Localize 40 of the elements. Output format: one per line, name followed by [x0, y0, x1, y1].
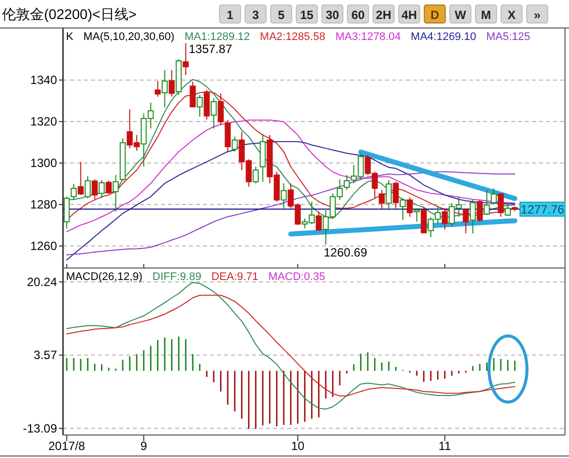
annotation: K [66, 31, 74, 43]
y-tick-label: 1280 [30, 198, 58, 212]
toolbar-button: 4H [398, 4, 420, 24]
toolbar-button: » [526, 4, 548, 24]
toolbar-button: 1 [219, 4, 241, 24]
text: MA5:125 [486, 31, 530, 43]
toolbar-button: 60 [347, 4, 369, 24]
ref-line-label: 1277.76 [520, 202, 565, 217]
toolbar-button: 3 [244, 4, 267, 24]
toolbar-button: 5 [270, 4, 292, 24]
text: MA1:1289.12 [184, 31, 250, 43]
y-tick-label: 3.57 [34, 348, 58, 362]
annotation: MACD:0.35 [268, 271, 326, 283]
text: MA3:1278.04 [335, 31, 401, 43]
y-tick-label: 1260 [30, 239, 58, 254]
toolbar-button: 2H [372, 4, 395, 24]
x-tick-label: 9 [140, 439, 148, 453]
toolbar-button: W [449, 4, 472, 24]
y-tick-label: 1320 [30, 114, 58, 129]
toolbar-button: X [500, 4, 523, 24]
toolbar-button: 30 [321, 4, 344, 24]
toolbar-button: M [475, 4, 497, 24]
x-tick-label: 11 [438, 439, 452, 453]
x-tick-label: 2017/8 [48, 439, 86, 453]
toolbar-button: D [424, 4, 446, 24]
y-tick-label: -13.09 [22, 421, 58, 436]
series-label: DIFF:9.89 [152, 271, 202, 283]
y-tick-label: 1340 [30, 73, 58, 88]
chart-title: 伦敦金(02200)<日线> [2, 6, 137, 22]
text: MA4:1269.10 [410, 31, 476, 43]
x-tick-label: 10 [291, 439, 305, 453]
series-label: DEA:9.71 [211, 271, 258, 283]
text: MA2:1285.58 [260, 31, 326, 43]
y-tick-label: 1300 [30, 156, 58, 170]
legend-title: MACD(26,12,9) [66, 271, 142, 283]
annotation: 1357.87 [188, 42, 232, 56]
legend-title: MA(5,10,20,30,60) [83, 31, 174, 43]
toolbar-button: 15 [296, 4, 318, 24]
y-tick-label: 20.24 [26, 274, 58, 289]
annotation: 1260.69 [324, 246, 368, 260]
